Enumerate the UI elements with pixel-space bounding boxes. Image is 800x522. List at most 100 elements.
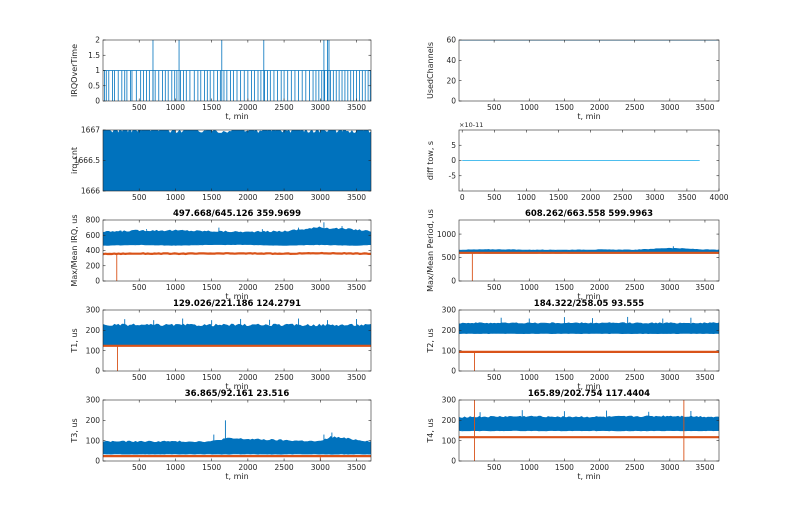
- x-tick-label: 2000: [238, 103, 257, 112]
- series-band: [459, 322, 719, 335]
- x-tick-label: 2500: [275, 193, 294, 202]
- x-axis-label: t, min: [577, 382, 600, 391]
- y-tick-label: 500: [442, 253, 457, 262]
- x-tick-label: 3000: [660, 103, 679, 112]
- x-tick-label: 2000: [590, 463, 609, 472]
- x-tick-label: 3500: [695, 463, 714, 472]
- y-tick-label: 1.5: [88, 51, 100, 60]
- x-tick-label: 2500: [275, 103, 294, 112]
- axes-box: [458, 39, 720, 102]
- x-tick-label: 2500: [625, 463, 644, 472]
- x-tick-label: 500: [487, 193, 502, 202]
- axes-box: [458, 219, 720, 282]
- x-tick-label: 1500: [549, 193, 568, 202]
- chart-t1: 500 1000 1500 2000 2500 3000 3500 0 100 200 300 t, …: [70, 299, 372, 391]
- y-tick-label: 300: [86, 396, 101, 405]
- y-tick-label: 100: [86, 346, 101, 355]
- y-tick-label: 0.5: [88, 81, 100, 90]
- x-tick-label: 1000: [166, 193, 185, 202]
- x-tick-label: 500: [487, 463, 502, 472]
- y-axis-label: irq_cnt: [70, 147, 79, 174]
- x-tick-label: 3000: [311, 103, 330, 112]
- x-tick-label: 1000: [520, 373, 539, 382]
- x-tick-label: 3000: [645, 193, 664, 202]
- y-axis-label: IRQOverTime: [70, 44, 79, 97]
- x-tick-label: 500: [132, 193, 147, 202]
- y-tick-label: 300: [442, 306, 457, 315]
- x-axis-label: t, min: [577, 292, 600, 301]
- y-tick-label: 0: [95, 457, 100, 466]
- x-tick-label: 1000: [517, 193, 536, 202]
- x-tick-label: 3000: [311, 193, 330, 202]
- x-tick-label: 2500: [275, 373, 294, 382]
- y-tick-label: 60: [446, 36, 456, 45]
- chart-title: 184.322/258.05 93.555: [534, 299, 644, 309]
- y-tick-label: 0: [95, 367, 100, 376]
- series-band: [103, 323, 371, 347]
- chart-used-channels: 500 1000 1500 2000 2500 3000 3500 0 20 40 60 t, min…: [426, 36, 720, 121]
- y-axis-label: T1, us: [70, 328, 79, 353]
- y-tick-label: 1667: [81, 126, 100, 135]
- x-tick-label: 1500: [555, 283, 574, 292]
- data-layer: [459, 400, 719, 461]
- x-tick-label: 3000: [311, 463, 330, 472]
- y-tick-label: 0: [451, 156, 456, 165]
- y-tick-label: 300: [442, 396, 457, 405]
- chart-t2: 500 1000 1500 2000 2500 3000 3500 0 100 200 300 t, …: [426, 299, 720, 391]
- x-tick-label: 2500: [275, 463, 294, 472]
- x-tick-label: 3500: [347, 463, 366, 472]
- x-tick-label: 2000: [590, 103, 609, 112]
- y-tick-label: 0: [95, 97, 100, 106]
- x-tick-label: 1000: [520, 103, 539, 112]
- y-tick-label: -5: [449, 171, 457, 180]
- data-layer: [103, 40, 371, 101]
- x-tick-label: 3500: [347, 373, 366, 382]
- chart-max-mean-period: 500 1000 1500 2000 2500 3000 3500 0 500 1000 t, mi…: [426, 209, 720, 301]
- chart-irq-period: 500 1000 1500 2000 2500 3000 3500 0 200 400 600 800…: [70, 209, 372, 301]
- y-tick-label: 200: [442, 416, 457, 425]
- x-tick-label: 2000: [590, 373, 609, 382]
- data-layer: [459, 246, 719, 281]
- y-exponent: ×10-11: [459, 121, 483, 129]
- x-tick-label: 500: [487, 373, 502, 382]
- y-tick-label: 200: [442, 326, 457, 335]
- x-tick-label: 2000: [590, 283, 609, 292]
- x-tick-label: 2000: [238, 193, 257, 202]
- x-axis-label: t, min: [577, 112, 600, 121]
- x-tick-label: 1000: [166, 103, 185, 112]
- chart-diff-tow: 0 500 1000 1500 2000 2500 3000 3500 4000 -5 0 5 ×10-…: [426, 121, 729, 202]
- x-tick-label: 2000: [581, 193, 600, 202]
- y-tick-label: 300: [86, 306, 101, 315]
- x-tick-label: 3000: [660, 283, 679, 292]
- data-layer: [103, 420, 371, 461]
- data-layer: [459, 316, 719, 371]
- x-tick-label: 1500: [202, 103, 221, 112]
- x-tick-label: 2500: [275, 283, 294, 292]
- x-tick-label: 3000: [311, 373, 330, 382]
- y-tick-label: 1666: [81, 187, 100, 196]
- y-tick-label: 1000: [437, 230, 456, 239]
- y-tick-label: 100: [442, 346, 457, 355]
- x-tick-label: 2500: [625, 283, 644, 292]
- x-axis-label: t, min: [225, 382, 248, 391]
- axes-box: [102, 399, 372, 462]
- x-tick-label: 1000: [166, 463, 185, 472]
- y-tick-label: 2: [95, 36, 100, 45]
- x-axis-label: t, min: [577, 472, 600, 481]
- data-layer: [103, 130, 371, 191]
- x-tick-label: 1500: [202, 283, 221, 292]
- chart-title: 608.262/663.558 599.9963: [525, 209, 653, 219]
- chart-irq-cnt: 500 1000 1500 2000 2500 3000 3500 1666 1666.5 166…: [70, 126, 372, 202]
- x-tick-label: 3500: [695, 373, 714, 382]
- x-tick-label: 1000: [520, 283, 539, 292]
- y-tick-label: 20: [446, 76, 456, 85]
- x-tick-label: 2000: [238, 373, 257, 382]
- y-tick-label: 400: [86, 246, 101, 255]
- y-tick-label: 1: [95, 66, 100, 75]
- x-tick-label: 2500: [625, 373, 644, 382]
- x-tick-label: 3500: [347, 103, 366, 112]
- y-tick-label: 100: [86, 436, 101, 445]
- x-tick-label: 500: [132, 103, 147, 112]
- y-tick-label: 200: [86, 416, 101, 425]
- x-tick-label: 1500: [202, 373, 221, 382]
